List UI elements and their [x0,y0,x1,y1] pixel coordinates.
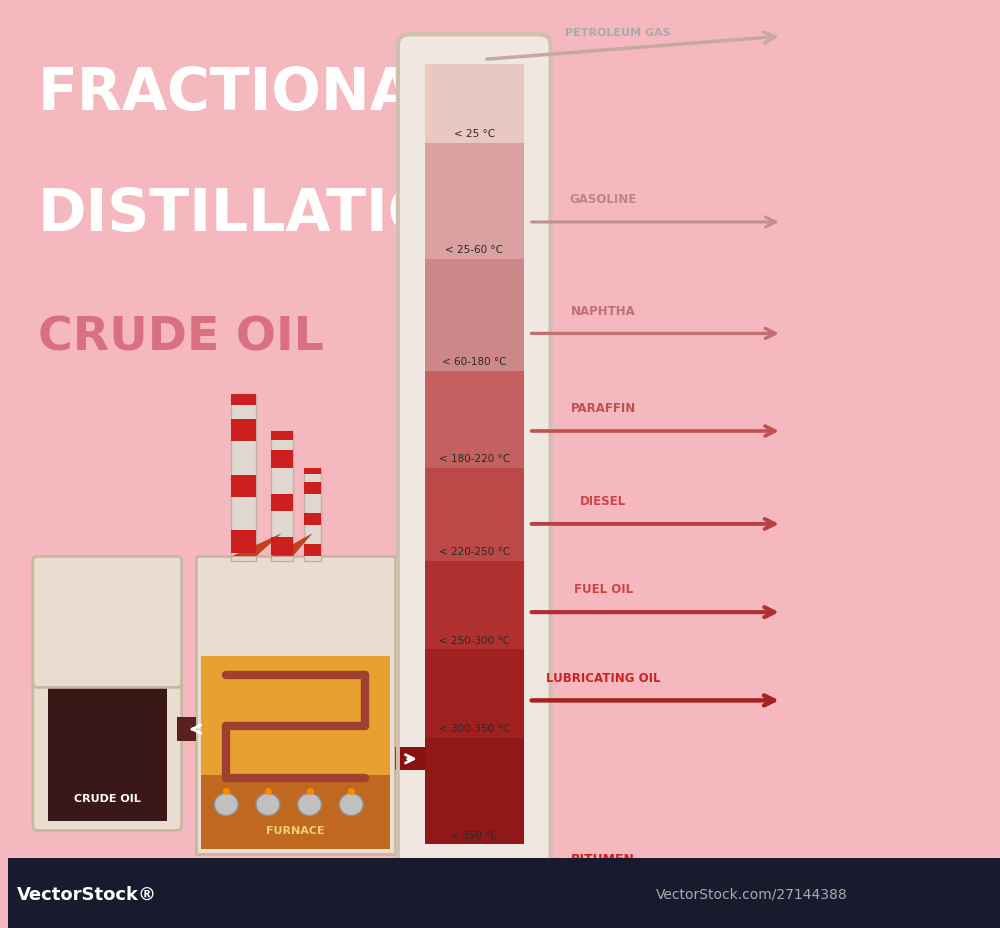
Text: < 25-60 °C: < 25-60 °C [445,245,503,255]
Text: < 300-350 °C: < 300-350 °C [439,723,510,733]
Bar [271,451,293,469]
Bar [304,469,321,475]
Bar [201,656,390,849]
Circle shape [339,793,363,816]
Bar [271,432,293,561]
Bar [48,571,167,821]
Bar [304,513,321,526]
Text: < 220-250 °C: < 220-250 °C [439,547,510,557]
Text: < 250-300 °C: < 250-300 °C [439,635,510,645]
FancyBboxPatch shape [33,561,182,831]
Bar [196,557,395,854]
Text: PARAFFIN: PARAFFIN [571,402,636,415]
Bar [395,747,425,770]
Text: FURNACE: FURNACE [266,825,325,835]
Text: < 350 °C: < 350 °C [450,830,498,840]
Text: CRUDE OIL: CRUDE OIL [74,793,141,803]
Text: DISTILLATION: DISTILLATION [38,186,487,242]
Bar [425,469,524,561]
Text: VectorStock®: VectorStock® [17,884,157,903]
Polygon shape [231,534,282,557]
Text: FUEL OIL: FUEL OIL [574,583,633,596]
Bar [231,419,256,442]
Bar [425,260,524,371]
Bar [271,432,293,440]
Text: CRUDE OIL: CRUDE OIL [38,316,324,360]
Bar [304,545,321,557]
Bar [177,717,196,741]
Polygon shape [271,534,313,557]
Bar [425,561,524,650]
Circle shape [440,872,509,928]
Bar [231,394,256,561]
FancyBboxPatch shape [33,557,182,688]
Text: PETROLEUM GAS: PETROLEUM GAS [565,28,671,37]
Circle shape [298,793,321,816]
Text: < 25 °C: < 25 °C [454,129,495,139]
Bar [231,394,256,406]
Bar [425,650,524,738]
Bar [425,371,524,469]
Bar [231,475,256,497]
Bar [201,775,390,849]
Circle shape [256,793,280,816]
Bar [8,858,1000,928]
Bar [425,738,524,844]
Text: VectorStock.com/27144388: VectorStock.com/27144388 [656,886,848,901]
Bar [425,65,524,144]
Text: DIESEL: DIESEL [580,495,626,508]
Text: LUBRICATING OIL: LUBRICATING OIL [546,671,660,684]
Text: < 60-180 °C: < 60-180 °C [442,356,506,367]
Bar [425,144,524,260]
Bar [231,531,256,553]
Text: FRACTIONAL: FRACTIONAL [38,65,453,122]
Text: GASOLINE: GASOLINE [570,193,637,206]
Bar [271,495,293,511]
Bar [304,469,321,561]
Bar [271,537,293,555]
Circle shape [214,793,238,816]
FancyBboxPatch shape [398,35,551,928]
Text: NAPHTHA: NAPHTHA [571,304,636,317]
Text: BITUMEN: BITUMEN [571,852,635,865]
Bar [304,483,321,495]
Text: < 180-220 °C: < 180-220 °C [439,454,510,464]
